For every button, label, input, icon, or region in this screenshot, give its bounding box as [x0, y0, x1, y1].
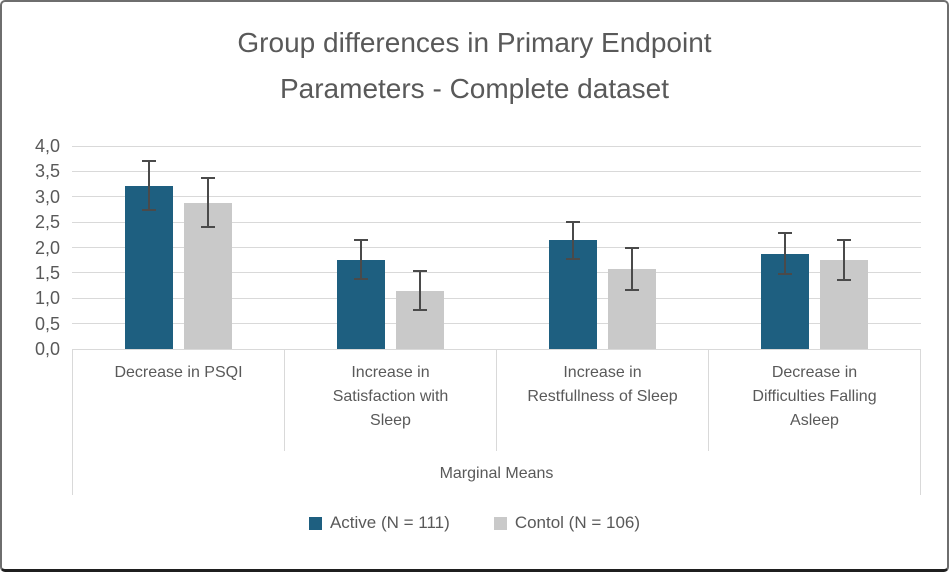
error-bar [631, 248, 634, 290]
error-bar-cap [353, 238, 368, 241]
category-label-3: Decrease in Difficulties Falling Asleep [708, 350, 920, 451]
error-bar [843, 239, 846, 281]
error-bar [572, 221, 575, 260]
category-label-1: Increase in Satisfaction with Sleep [284, 350, 496, 451]
plot-area [72, 145, 921, 350]
chart-title: Group differences in Primary Endpoint Pa… [237, 27, 712, 104]
error-bar-cap [566, 220, 581, 223]
y-tick-label: 4,0 [34, 136, 60, 156]
error-bar-cap [566, 258, 581, 261]
gridline [72, 247, 921, 248]
error-bar [784, 232, 787, 275]
legend: Active (N = 111) Contol (N = 106) [2, 513, 947, 533]
error-bar [359, 239, 362, 280]
x-axis-title: Marginal Means [439, 464, 554, 482]
error-bar [147, 161, 150, 210]
legend-swatch-1 [493, 516, 507, 530]
y-tick-label: 3,0 [34, 186, 60, 207]
error-bar-cap [200, 226, 215, 229]
error-bar-cap [778, 231, 793, 234]
y-tick-label: 1,5 [34, 262, 60, 283]
category-row: Decrease in PSQI Increase in Satisfaction… [73, 350, 920, 451]
error-bar-cap [625, 247, 640, 249]
gridline [72, 272, 921, 274]
gridline [72, 221, 921, 223]
error-bar-cap [412, 270, 427, 273]
y-tick-label: 3,5 [34, 161, 60, 182]
error-bar-cap [200, 177, 215, 180]
gridline [72, 196, 921, 198]
legend-swatch-0 [308, 516, 322, 530]
bar-active-0 [124, 185, 173, 349]
error-bar-cap [141, 160, 156, 163]
y-tick-label: 2,0 [34, 237, 60, 258]
category-label-0: Decrease in PSQI [114, 364, 243, 381]
error-bar-cap [778, 273, 793, 276]
gridline [72, 170, 921, 172]
error-bar [418, 271, 421, 310]
y-tick-label: 2,5 [34, 212, 60, 233]
legend-item-0: Active (N = 111) [308, 513, 450, 533]
y-axis: 0,0 0,5 1,0 1,5 2,0 2,5 3,0 3,5 4,0 [2, 136, 60, 359]
error-bar-cap [141, 208, 156, 211]
error-bar-cap [353, 278, 368, 281]
legend-label-1: Contol (N = 106) [514, 513, 641, 532]
gridline [72, 323, 921, 325]
y-tick-label: 0,0 [34, 339, 60, 359]
category-label-2: Increase in Restfullness of Sleep [496, 350, 708, 451]
category-axis: Decrease in PSQI Increase in Satisfaction… [72, 349, 921, 495]
legend-label-0: Active (N = 111) [329, 513, 450, 532]
gridline [72, 297, 921, 299]
axis-title-row: Marginal Means [73, 451, 920, 496]
error-bar-cap [625, 288, 640, 291]
gridline [72, 145, 921, 147]
error-bar-cap [837, 238, 852, 241]
error-bar-cap [412, 308, 427, 311]
y-tick-label: 1,0 [34, 288, 60, 309]
legend-item-1: Contol (N = 106) [493, 513, 641, 533]
y-tick-label: 0,5 [34, 313, 60, 334]
error-bar [206, 178, 209, 228]
error-bar-cap [837, 279, 852, 282]
